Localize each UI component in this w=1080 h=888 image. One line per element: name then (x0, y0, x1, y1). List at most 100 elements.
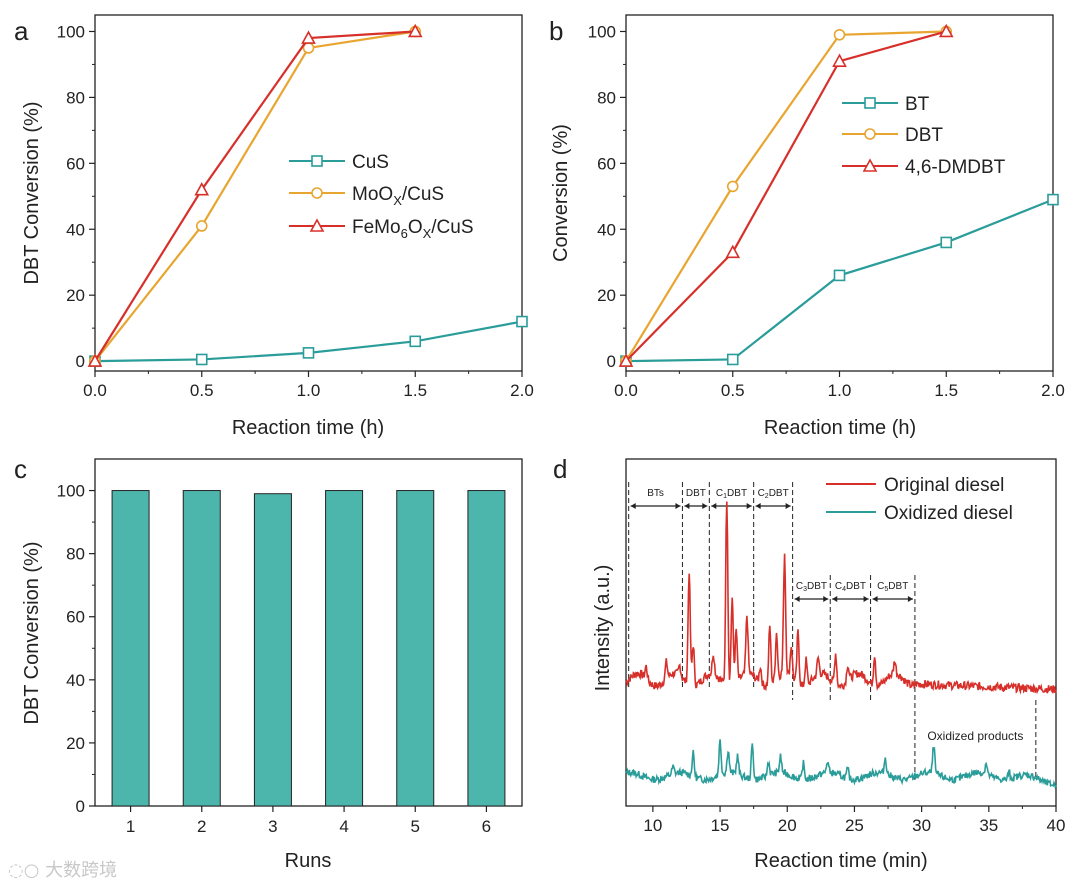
panel-b-ylabel: Conversion (%) (550, 124, 572, 262)
legend-label-dmdbt: 4,6-DMDBT (905, 157, 1006, 178)
panel-d-region-label: C5DBT (877, 581, 908, 593)
panel-b-series-2-line (625, 30, 947, 362)
panel-d-arrowhead-right (823, 596, 829, 602)
panel-a-xtick-label: 2.0 (510, 381, 534, 400)
panel-d-arrowhead-right (907, 596, 913, 602)
panel-c-ytick-label: 0 (76, 797, 85, 816)
legend-label-oxidized: Oxidized diesel (884, 503, 1013, 524)
panel-d-xtick-label: 40 (1047, 816, 1066, 835)
watermark: ◌○ 大数跨境 (8, 856, 117, 882)
panel-a-ylabel: DBT Conversion (%) (21, 101, 43, 284)
panel-b-ytick-label: 100 (588, 22, 616, 41)
panel-b-series-2-point-3 (938, 23, 954, 38)
legend-item-femo6ox: FeMo6OX/CuS (289, 217, 474, 241)
panel-b-series-0-point-3 (940, 236, 953, 249)
panel-c-ytick-label: 40 (66, 671, 85, 690)
panel-a-xtick-label: 1.0 (297, 381, 321, 400)
panel-b-series-2-point-0 (618, 353, 634, 367)
panel-a-legend: CuS MoOX/CuS FeMo6OX/CuS (289, 152, 474, 241)
panel-d-arrowhead-right (702, 503, 708, 509)
panel-d-xtick-label: 35 (979, 816, 998, 835)
panel-a-series-2-point-2 (301, 30, 316, 44)
legend-item-moox: MoOX/CuS (289, 184, 444, 208)
panel-a-series-0-point-1 (195, 353, 208, 366)
panel-b-xlabel: Reaction time (h) (764, 417, 916, 439)
panel-c-ytick-label: 60 (66, 608, 85, 627)
panel-a-ytick-label: 60 (66, 154, 85, 173)
panel-a-series-0-point-3 (409, 335, 422, 348)
panel-a-ytick-label: 20 (66, 286, 85, 305)
panel-d-arrowhead-right (863, 596, 869, 602)
panel-b-ytick-label: 20 (597, 286, 616, 305)
legend-item-bt: BT (842, 94, 930, 115)
panel-d-legend: Original diesel Oxidized diesel (826, 475, 1013, 524)
panel-d-arrowhead-left (872, 596, 878, 602)
panel-b-series-1-point-1 (726, 180, 739, 193)
watermark-icon: ◌○ (8, 860, 46, 881)
panel-c-ylabel: DBT Conversion (%) (21, 541, 43, 724)
panel-b-xtick-label: 1.5 (934, 381, 958, 400)
panel-b-ytick-label: 40 (597, 220, 616, 239)
panel-c-xtick-label: 3 (268, 817, 277, 836)
panel-a-series-2-point-0 (87, 353, 103, 367)
panel-d-original-trace (625, 501, 1057, 695)
panel-c-bar-6 (467, 490, 506, 807)
panel-a-xtick-label: 0.5 (190, 381, 214, 400)
legend-item-original: Original diesel (826, 475, 1004, 496)
panel-c-ytick-label: 80 (66, 545, 85, 564)
panel-b-xtick-label: 1.0 (828, 381, 852, 400)
panel-a-ytick-label: 40 (66, 220, 85, 239)
panel-c-xtick-label: 5 (411, 817, 420, 836)
panel-a-series-0-point-4 (516, 315, 528, 328)
panel-d-arrowhead-left (711, 503, 717, 509)
panel-c-bar-1 (111, 490, 150, 807)
watermark-text: 大数跨境 (45, 860, 118, 881)
panel-d-arrowhead-right (746, 503, 752, 509)
legend-item-dmdbt: 4,6-DMDBT (842, 157, 1006, 178)
panel-d-arrowhead-left (684, 503, 690, 509)
panel-d-chart: 10 15 20 25 30 35 40 BTs DBT C1DBT C2DBT C3DBT C4DB… (592, 458, 1066, 872)
panel-a-series-1-line (94, 30, 416, 362)
panel-d-xtick-label: 10 (643, 816, 662, 835)
panel-c-bar-2 (182, 490, 221, 807)
panel-a-xlabel: Reaction time (h) (232, 417, 384, 439)
panel-c-bar-4 (325, 490, 364, 807)
panel-a-series-0-point-2 (302, 347, 315, 359)
panel-a-ytick-label: 80 (66, 88, 85, 107)
panel-b-series-1-line (625, 30, 947, 362)
legend-item-dbt: DBT (842, 125, 943, 146)
panel-b-ytick-label: 60 (597, 154, 616, 173)
legend-label-cus: CuS (352, 152, 389, 173)
panel-d-arrowhead-right (785, 503, 791, 509)
panel-b-xtick-label: 0.0 (614, 381, 638, 400)
panel-c-bar-3 (253, 493, 292, 807)
panel-d-region-label: C1DBT (716, 488, 747, 500)
panel-b-series-2-point-1 (725, 244, 741, 259)
panel-c-xlabel: Runs (285, 850, 332, 872)
panel-c-ytick-label: 100 (57, 482, 85, 501)
panel-d-arrowhead-left (794, 596, 800, 602)
panel-c-xtick-label: 4 (339, 817, 348, 836)
panel-d-frame (625, 458, 1057, 807)
panel-label-d: d (553, 454, 567, 484)
panel-c-ytick-label: 20 (66, 734, 85, 753)
panel-b-series-0-point-4 (1047, 193, 1059, 206)
panel-a-xtick-label: 1.5 (403, 381, 427, 400)
panel-d-xtick-label: 30 (912, 816, 931, 835)
panel-a-series-2-point-1 (194, 182, 210, 196)
panel-a-ytick-label: 0 (76, 352, 85, 371)
panel-a-chart: 0.0 0.5 1.0 1.5 2.0 0 20 40 60 80 100 Reaction tim… (21, 14, 534, 439)
legend-label-femo6ox: FeMo6OX/CuS (352, 217, 474, 241)
panel-d-region-label: BTs (647, 488, 664, 499)
panel-c-xtick-label: 1 (126, 817, 135, 836)
panel-d-region-label: DBT (686, 488, 706, 499)
panel-c-bar-5 (396, 490, 435, 807)
panel-a-series-2-line (94, 30, 416, 362)
legend-item-oxidized: Oxidized diesel (826, 503, 1013, 524)
panel-a-ytick-label: 100 (57, 22, 85, 41)
panel-b-xtick-label: 0.5 (721, 381, 745, 400)
panel-c-frame (94, 458, 523, 807)
panel-b-legend: BT DBT 4,6-DMDBT (842, 94, 1006, 178)
legend-label-bt: BT (905, 94, 930, 115)
panel-b-series-0-point-1 (726, 353, 739, 366)
